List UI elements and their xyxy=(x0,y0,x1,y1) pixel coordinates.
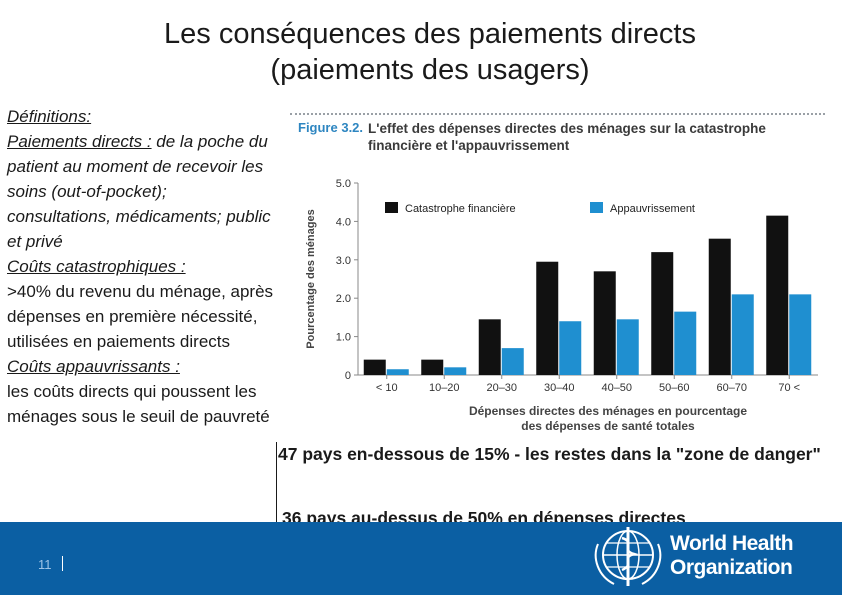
bar-appauvrissement xyxy=(731,294,754,375)
x-tick-label: 40–50 xyxy=(601,382,632,394)
legend-label: Catastrophe financière xyxy=(405,203,516,215)
who-emblem-icon xyxy=(594,527,662,586)
legend-swatch xyxy=(385,202,398,213)
bar-catastrophe xyxy=(363,359,386,375)
x-tick-label: 30–40 xyxy=(544,382,575,394)
x-tick-label: 60–70 xyxy=(716,382,747,394)
slide-title-line1: Les conséquences des paiements directs xyxy=(164,18,696,50)
x-tick-label: 50–60 xyxy=(659,382,690,394)
figure-number: Figure 3.2. xyxy=(298,120,364,135)
slide-title-line2: (paiements des usagers) xyxy=(270,54,590,86)
bar-appauvrissement xyxy=(674,311,697,375)
text-couts-catastrophiques: >40% du revenu du ménage, après dépenses… xyxy=(7,282,274,351)
legend-label: Appauvrissement xyxy=(610,203,695,215)
bar-appauvrissement xyxy=(386,369,409,375)
x-tick-label: < 10 xyxy=(376,382,398,394)
who-name-line1: World Health xyxy=(670,532,794,555)
term-couts-appauvrissants: Coûts appauvrissants : xyxy=(7,357,180,376)
definitions-heading: Définitions: xyxy=(7,107,92,126)
x-tick-label: 10–20 xyxy=(429,382,460,394)
note-divider xyxy=(276,442,277,528)
bar-appauvrissement xyxy=(501,348,524,375)
term-paiements-directs: Paiements directs : xyxy=(7,132,152,151)
bar-catastrophe xyxy=(708,238,731,375)
x-axis-label-line1: Dépenses directes des ménages en pourcen… xyxy=(469,404,747,418)
text-couts-appauvrissants: les coûts directs qui poussent les ménag… xyxy=(7,382,270,426)
bar-catastrophe xyxy=(478,319,501,375)
figure-title: L'effet des dépenses directes des ménage… xyxy=(368,121,766,153)
who-logo-text: World Health Organization xyxy=(670,532,794,580)
x-axis-label-line2: des dépenses de santé totales xyxy=(521,419,695,433)
who-name-line2: Organization xyxy=(670,556,793,579)
bar-catastrophe xyxy=(651,252,674,375)
bar-appauvrissement xyxy=(444,367,467,375)
bar-appauvrissement xyxy=(559,321,582,375)
legend-swatch xyxy=(590,202,603,213)
x-tick-label: 20–30 xyxy=(486,382,517,394)
bar-catastrophe xyxy=(421,359,444,375)
text-paiements-directs: de la poche du patient au moment de rece… xyxy=(7,132,271,251)
x-tick-label: 70 < xyxy=(778,382,800,394)
bar-catastrophe xyxy=(536,261,559,375)
term-couts-catastrophiques: Coûts catastrophiques : xyxy=(7,257,186,276)
y-tick-label: 4.0 xyxy=(336,216,351,228)
bar-catastrophe xyxy=(766,215,789,375)
y-tick-label: 2.0 xyxy=(336,293,351,305)
y-tick-label: 5.0 xyxy=(336,178,351,190)
bar-catastrophe xyxy=(593,271,616,375)
page-number-divider xyxy=(62,556,63,571)
footer-bar xyxy=(0,522,842,595)
page-number: 11 xyxy=(38,557,52,572)
note-47-pays: 47 pays en-dessous de 15% - les restes d… xyxy=(278,444,821,464)
slide-title: Les conséquences des paiements directs (… xyxy=(60,16,800,88)
bar-chart: 0 1.0 2.0 3.0 4.0 5.0 Pourcentage des ménages <… xyxy=(305,178,818,433)
bar-appauvrissement xyxy=(616,319,639,375)
definitions-text: Définitions: Paiements directs : de la p… xyxy=(7,104,275,429)
bar-appauvrissement xyxy=(789,294,812,375)
y-tick-label: 0 xyxy=(345,370,351,382)
y-axis-label: Pourcentage des ménages xyxy=(305,209,317,348)
y-tick-label: 1.0 xyxy=(336,332,351,344)
figure-divider xyxy=(290,113,825,115)
y-tick-label: 3.0 xyxy=(336,255,351,267)
